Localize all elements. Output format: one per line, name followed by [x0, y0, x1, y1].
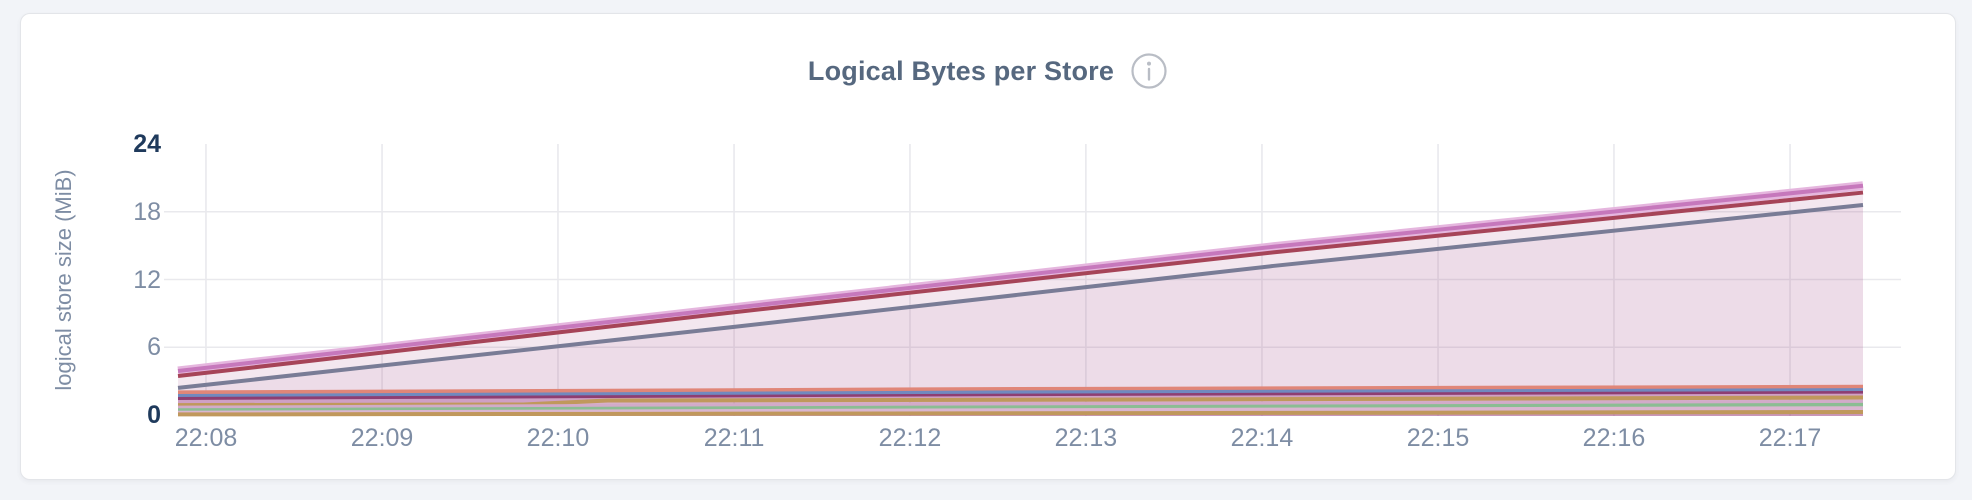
series-line-green: [177, 402, 1864, 413]
chart-header: Logical Bytes per Store: [21, 52, 1955, 90]
x-tick-label: 22:09: [350, 424, 414, 452]
series-line-tan-1: [177, 395, 1864, 408]
y-tick-label: 12: [133, 265, 161, 294]
x-tick-label: 22:17: [1758, 424, 1822, 452]
y-tick-label: 24: [133, 130, 161, 158]
x-tick-label: 22:08: [174, 424, 238, 452]
y-axis-title: logical store size (MiB): [51, 169, 76, 391]
chart-title: Logical Bytes per Store: [807, 55, 1115, 86]
series-line-maroon: [177, 190, 1864, 379]
x-tick-label: 22:11: [703, 424, 765, 452]
x-tick-label: 22:15: [1406, 424, 1470, 452]
series-line-tan-2: [177, 409, 1864, 417]
chart-card: Logical Bytes per Store 24 18 12 6 0 22:08 22…: [20, 13, 1956, 480]
x-tick-label: 22:10: [526, 424, 590, 452]
y-tick-label: 6: [147, 333, 161, 362]
y-tick-label: 18: [133, 197, 161, 226]
series-line-blue: [177, 388, 1864, 399]
series-line-plum: [177, 390, 1864, 401]
x-tick-label: 22:13: [1054, 424, 1118, 452]
series-line-salmon: [177, 384, 1864, 395]
series-line-orchid: [177, 183, 1864, 373]
series-line-slate: [177, 202, 1864, 390]
series-line-mauve-2: [177, 400, 1864, 410]
chart-plot-area[interactable]: [21, 14, 1957, 481]
x-tick-label: 22:14: [1230, 424, 1294, 452]
series-area-orchid: [178, 185, 1863, 416]
series-area-slate: [178, 204, 1863, 416]
series-line-mauve-3: [177, 406, 1864, 415]
y-tick-label: 0: [147, 401, 161, 429]
x-tick-label: 22:16: [1582, 424, 1646, 452]
x-tick-label: 22:12: [878, 424, 942, 452]
info-circle-icon[interactable]: [1130, 52, 1168, 90]
